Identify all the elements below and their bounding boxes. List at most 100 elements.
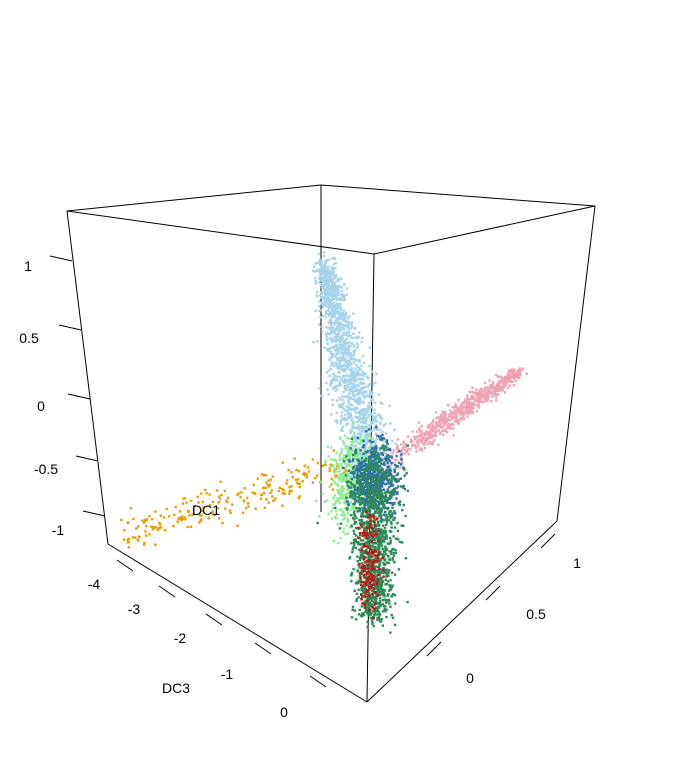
scatter-point-series-2: [401, 446, 405, 450]
scatter-point-series-1: [320, 296, 323, 299]
scatter-point-series-4: [344, 506, 347, 509]
scatter-point-series-1: [324, 261, 327, 265]
scatter-point-series-1: [329, 291, 332, 294]
scatter-point-series-1: [346, 326, 349, 329]
scatter-point-series-6: [366, 565, 369, 568]
scatter-point-series-4: [330, 517, 334, 520]
scatter-point-series-3: [180, 516, 183, 519]
scatter-point-series-4: [360, 441, 363, 444]
scatter-point-series-6: [393, 594, 397, 597]
scatter-point-series-1: [328, 336, 332, 340]
scatter-point-series-2: [483, 400, 486, 403]
scatter-point-series-6: [371, 609, 375, 613]
scatter-point-series-1: [356, 407, 359, 410]
scatter-point-series-1: [342, 374, 345, 377]
scatter-point-series-2: [418, 428, 421, 432]
scatter-point-series-4: [350, 440, 353, 444]
scatter-point-series-6: [381, 599, 385, 602]
scatter-point-series-6: [378, 523, 381, 526]
scatter-point-series-6: [347, 469, 351, 472]
scatter-point-series-1: [352, 353, 356, 356]
scatter-point-series-3: [127, 537, 131, 541]
scatter-point-series-6: [372, 600, 375, 604]
dc1-tick: [82, 510, 106, 517]
scatter-point-series-6: [362, 499, 365, 502]
scatter-point-series-4: [348, 464, 351, 468]
scatter-point-series-1: [343, 352, 346, 356]
scatter-point-series-6: [362, 475, 366, 478]
scatter-point-series-3: [219, 480, 222, 483]
scatter-point-series-1: [329, 323, 332, 327]
scatter-point-series-1: [333, 306, 336, 309]
scatter-point-series-3: [127, 540, 131, 544]
scatter-point-series-6: [389, 588, 392, 591]
scatter-point-series-1: [360, 340, 363, 344]
scatter-point-series-1: [349, 335, 352, 338]
scatter-point-series-4: [342, 476, 345, 479]
scatter-point-series-1: [351, 358, 354, 361]
scatter-point-series-1: [375, 372, 378, 376]
scatter-point-series-6: [382, 513, 386, 516]
scatter-point-series-1: [331, 282, 334, 285]
scatter-point-series-1: [354, 440, 358, 443]
scatter-point-series-6: [378, 611, 381, 614]
scatter-point-series-5: [387, 474, 390, 477]
scatter-point-series-7: [366, 567, 369, 570]
scatter-point-series-6: [386, 594, 389, 598]
scatter-point-series-6: [353, 471, 356, 474]
scatter-point-series-2: [480, 391, 483, 394]
scatter-point-series-6: [397, 538, 400, 541]
scatter-point-series-6: [374, 546, 377, 549]
scatter-point-series-6: [376, 605, 380, 609]
scatter-point-series-6: [385, 535, 389, 539]
scatter-point-series-6: [364, 479, 368, 483]
scatter-point-series-1: [334, 476, 337, 479]
scatter-point-series-6: [357, 579, 360, 582]
scatter-point-series-5: [378, 511, 382, 515]
scatter-point-series-5: [352, 465, 355, 469]
scatter-point-series-1: [330, 332, 333, 335]
scatter-point-series-7: [360, 548, 363, 552]
scatter-point-series-5: [391, 484, 395, 487]
scatter-point-series-3: [158, 527, 161, 530]
scatter-point-series-7: [376, 556, 380, 560]
scatter-point-series-2: [511, 380, 514, 383]
scatter-point-series-6: [357, 588, 360, 591]
scatter-point-series-6: [392, 535, 395, 538]
scatter-point-series-6: [401, 486, 405, 489]
scatter-point-series-6: [354, 534, 358, 537]
scatter-point-series-1: [343, 283, 346, 286]
scatter-point-series-2: [510, 373, 514, 376]
scatter-point-series-1: [374, 427, 378, 430]
scatter-point-series-4: [342, 515, 346, 518]
scatter-point-series-4: [356, 454, 360, 458]
scatter-point-series-5: [385, 457, 388, 461]
scatter-point-series-6: [366, 541, 369, 544]
scatter-point-series-3: [240, 491, 243, 494]
scatter-point-series-1: [312, 340, 315, 344]
scatter-point-series-1: [319, 270, 323, 274]
scatter-point-series-1: [325, 258, 329, 262]
scatter-point-series-3: [269, 478, 272, 481]
scatter-point-series-6: [393, 526, 397, 529]
scatter-point-series-6: [368, 469, 371, 472]
scatter-point-series-1: [347, 445, 350, 448]
scatter-point-series-1: [377, 393, 381, 396]
scatter-point-series-5: [377, 505, 380, 509]
scatter-point-series-5: [366, 450, 369, 453]
scatter-point-series-6: [360, 486, 364, 489]
scatter-point-series-1: [335, 399, 338, 402]
scatter-point-series-3: [301, 480, 304, 483]
scatter-point-series-6: [393, 561, 396, 564]
scatter-point-series-6: [366, 487, 369, 490]
scatter-point-series-6: [365, 469, 368, 472]
scatter-point-series-2: [482, 394, 485, 397]
scatter-point-series-6: [374, 506, 377, 509]
scatter-point-series-1: [349, 377, 352, 381]
scatter-point-series-6: [382, 524, 385, 527]
scatter-point-series-1: [334, 327, 338, 331]
scatter-point-series-1: [334, 313, 337, 317]
scatter-point-series-1: [360, 433, 363, 437]
scatter-point-series-4: [338, 477, 342, 480]
scatter-point-series-6: [379, 569, 382, 572]
